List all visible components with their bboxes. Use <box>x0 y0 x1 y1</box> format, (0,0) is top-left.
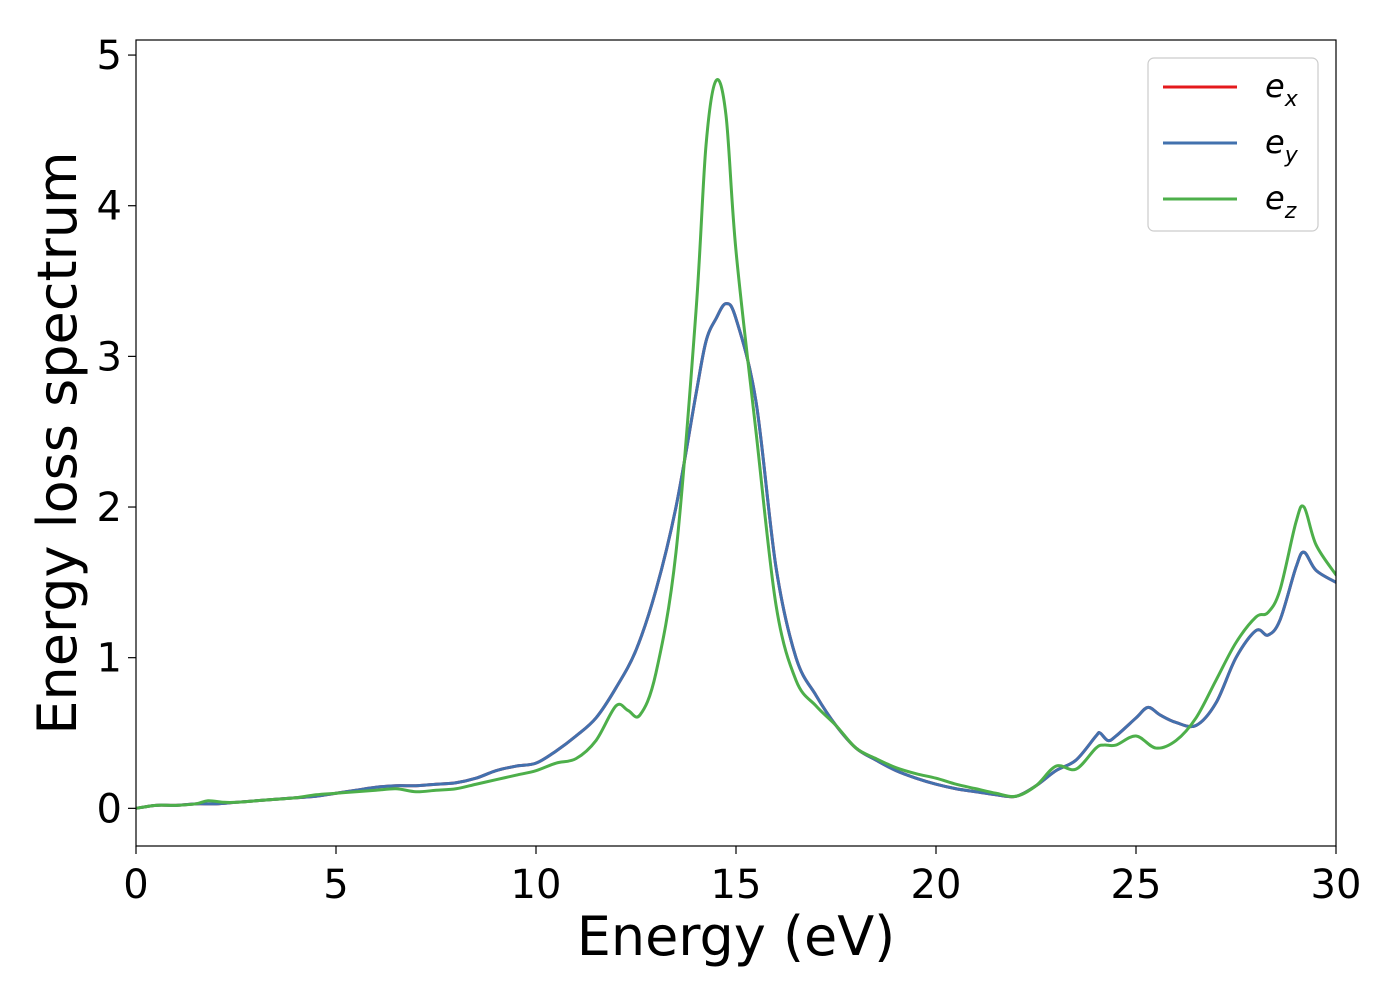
x-tick-label: 25 <box>1111 862 1162 908</box>
y-tick-label: 4 <box>97 184 122 230</box>
x-tick-label: 20 <box>911 862 962 908</box>
y-axis-label: Energy loss spectrum <box>26 151 89 734</box>
legend-label-x: ex <box>1265 67 1299 112</box>
y-tick-label: 2 <box>97 485 122 531</box>
series-line-y <box>136 302 1336 810</box>
x-tick-label: 0 <box>123 862 148 908</box>
y-tick-label: 5 <box>97 33 122 79</box>
y-tick-label: 3 <box>97 334 122 380</box>
x-tick-label: 15 <box>711 862 762 908</box>
y-tick-label: 1 <box>97 636 122 682</box>
series-line-z <box>136 78 1336 810</box>
y-tick-label: 0 <box>97 786 122 832</box>
x-tick-label: 30 <box>1311 862 1362 908</box>
x-axis-label: Energy (eV) <box>577 905 896 968</box>
series-layer <box>136 78 1336 810</box>
x-tick-label: 5 <box>323 862 348 908</box>
legend-label-z: ez <box>1265 179 1297 224</box>
x-tick-label: 10 <box>511 862 562 908</box>
legend-label-y: ey <box>1265 123 1299 168</box>
y-axis: 0 1 2 3 4 5 <box>97 33 136 832</box>
legend: ex ey ez <box>1147 57 1319 232</box>
series-line-x <box>136 302 1336 810</box>
x-axis: 0 5 10 15 20 25 30 <box>123 846 1361 908</box>
